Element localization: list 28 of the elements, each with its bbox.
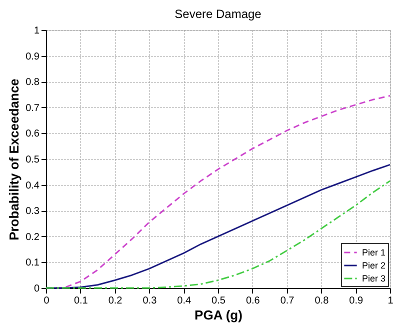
y-tick-label: 0.9 [26,51,40,62]
x-tick-label: 0.5 [212,296,226,306]
x-tick-label: 0 [44,296,50,306]
legend-label: Pier 3 [362,274,386,284]
legend-label: Pier 2 [362,260,386,270]
x-tick-label: 0.9 [349,296,364,306]
y-tick-label: 0.2 [26,232,40,243]
y-tick-label: 0.6 [26,128,40,140]
legend-label: Pier 1 [362,248,386,258]
x-tick-label: 0.2 [108,296,123,306]
y-tick-label: 0 [34,284,40,294]
x-tick-label: 0.7 [280,296,295,306]
x-tick-label: 0.3 [142,296,158,306]
y-tick-label: 0.8 [26,77,40,88]
x-tick-label: 1 [388,296,394,306]
x-tick-label: 0.4 [177,296,192,306]
x-tick-label: 0.6 [246,296,260,306]
y-tick-label: 0.7 [26,102,40,114]
x-axis-title: PGA (g) [194,308,242,322]
y-tick-label: 1 [34,26,40,36]
y-tick-label: 0.1 [26,258,40,269]
y-tick-label: 0.5 [26,154,40,166]
y-tick-label: 0.4 [26,180,40,192]
y-tick-label: 0.3 [26,206,40,218]
x-tick-label: 0.8 [314,296,330,306]
chart-title: Severe Damage [174,7,262,21]
x-tick-label: 0.1 [74,296,88,306]
y-axis-title: Probability of Exceedance [6,78,22,240]
